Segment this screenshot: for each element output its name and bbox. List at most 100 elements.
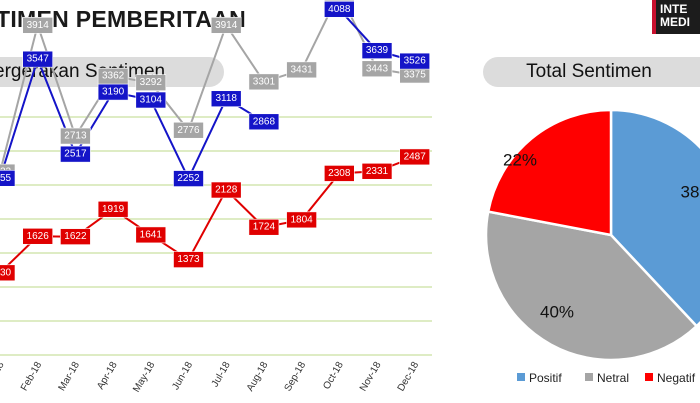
- data-label-netral-jun-18: 2776: [173, 121, 204, 139]
- data-label-box: [248, 73, 280, 91]
- data-label-text: 2713: [64, 131, 87, 142]
- data-label-text: 1230: [0, 267, 12, 278]
- legend-label-negatif: Negatif: [657, 371, 696, 385]
- data-label-text: 1626: [27, 231, 50, 242]
- data-label-negatif-dec-18: 2487: [399, 148, 431, 166]
- data-label-box: [22, 50, 54, 68]
- data-label-text: 3443: [366, 63, 389, 74]
- pie-label-netral: 40%: [540, 303, 574, 322]
- data-label-text: 1724: [253, 222, 276, 233]
- pie-slice-netral: [484, 210, 699, 362]
- data-label-box: [173, 121, 204, 139]
- data-label-box: [60, 145, 91, 163]
- data-label-text: 3914: [215, 20, 238, 31]
- data-label-box: [323, 165, 355, 182]
- data-label-text: 3292: [140, 77, 163, 88]
- data-label-box: [399, 52, 431, 70]
- data-label-box: [135, 74, 167, 91]
- data-label-text: 3914: [27, 20, 50, 31]
- data-label-text: 3639: [366, 45, 389, 56]
- data-label-negatif-may-18: 1641: [135, 226, 167, 244]
- data-label-netral-mar-18: 2713: [60, 127, 91, 145]
- data-label-box: [97, 200, 129, 218]
- data-label-negatif-aug-18: 1724: [248, 218, 280, 236]
- data-label-box: [210, 181, 242, 199]
- data-label-text: 2252: [177, 173, 200, 184]
- data-label-box: [323, 0, 355, 2]
- data-label-box: [210, 17, 242, 34]
- data-label-text: 3526: [404, 56, 427, 67]
- data-label-netral-sep-18: 3431: [286, 61, 317, 79]
- legend-swatch-positif: [517, 373, 525, 381]
- data-label-netral-may-18: 3292: [135, 74, 167, 91]
- data-label-text: 1641: [140, 229, 163, 240]
- data-label-text: 3118: [215, 93, 237, 104]
- data-label-box: [248, 218, 280, 236]
- data-label-negatif-oct-18: 2308: [323, 165, 355, 182]
- data-label-text: 2255: [0, 173, 12, 184]
- data-label-text: 2517: [64, 149, 87, 160]
- data-label-box: [22, 17, 54, 34]
- data-label-box: [173, 251, 204, 268]
- data-label-netral-jul-18: 3914: [210, 17, 242, 34]
- data-label-text: 2868: [253, 116, 276, 127]
- data-label-netral-aug-18: 3301: [248, 73, 280, 91]
- data-label-text: 1804: [290, 214, 313, 225]
- data-label-box: [0, 264, 16, 282]
- data-label-text: 3362: [102, 71, 125, 82]
- data-label-box: [210, 90, 242, 108]
- data-label-positif-jan-18: 2255: [0, 169, 16, 187]
- data-label-positif-feb-18: 3547: [22, 50, 54, 68]
- legend-label-netral: Netral: [597, 371, 629, 385]
- data-label-box: [22, 227, 54, 245]
- pie-slice-negatif: [486, 108, 613, 237]
- data-label-positif-jun-18: 2252: [173, 170, 204, 187]
- data-label-box: [60, 228, 91, 245]
- data-label-text: 2776: [177, 125, 200, 136]
- data-label-netral-feb-18: 3914: [22, 17, 54, 34]
- data-label-text: 3547: [27, 54, 50, 65]
- legend-swatch-netral: [585, 373, 593, 381]
- data-label-positif-apr-18: 3190: [97, 83, 129, 101]
- x-tick-label: -18: [0, 360, 7, 378]
- brand-logo: INTE MEDI: [652, 0, 700, 34]
- data-label-positif-aug-18: 2868: [248, 113, 280, 131]
- data-label-positif-nov-18: 3639: [361, 42, 393, 59]
- data-label-text: 3104: [140, 95, 163, 106]
- data-label-positif-may-18: 3104: [135, 91, 167, 109]
- data-label-box: [173, 170, 204, 187]
- pie-label-positif: 38: [681, 183, 700, 202]
- data-label-text: 3431: [290, 64, 313, 75]
- data-label-box: [361, 42, 393, 59]
- data-label-box: [361, 162, 393, 180]
- data-label-box: [97, 83, 129, 101]
- data-label-box: [60, 127, 91, 145]
- legend-label-positif: Positif: [529, 371, 562, 385]
- pie-chart-title: Total Sentimen: [483, 57, 700, 87]
- data-label-text: 1919: [102, 204, 125, 215]
- data-label-text: 3301: [253, 76, 276, 87]
- data-label-text: 4088: [328, 4, 351, 15]
- data-label-text: 2128: [215, 184, 238, 195]
- data-label-negatif-jul-18: 2128: [210, 181, 242, 199]
- data-label-positif-mar-18: 2517: [60, 145, 91, 163]
- data-label-text: 2331: [366, 166, 389, 177]
- data-label-box: [323, 0, 355, 18]
- logo-accent-bar: [652, 0, 656, 34]
- pie-label-negatif: 22%: [503, 151, 537, 170]
- data-label-negatif-nov-18: 2331: [361, 162, 393, 180]
- data-label-positif-jul-18: 3118: [210, 90, 242, 108]
- data-label-box: [135, 226, 167, 244]
- data-label-text: 1373: [177, 254, 200, 265]
- data-label-text: 3375: [404, 70, 427, 81]
- data-label-box: [286, 211, 317, 229]
- data-label-netral-nov-18: 3443: [361, 60, 393, 78]
- data-label-box: [248, 113, 280, 131]
- data-label-negatif-mar-18: 1622: [60, 228, 91, 245]
- legend-swatch-negatif: [645, 373, 653, 381]
- data-label-box: [361, 60, 393, 78]
- data-label-box: [135, 91, 167, 109]
- data-label-negatif-jun-18: 1373: [173, 251, 204, 268]
